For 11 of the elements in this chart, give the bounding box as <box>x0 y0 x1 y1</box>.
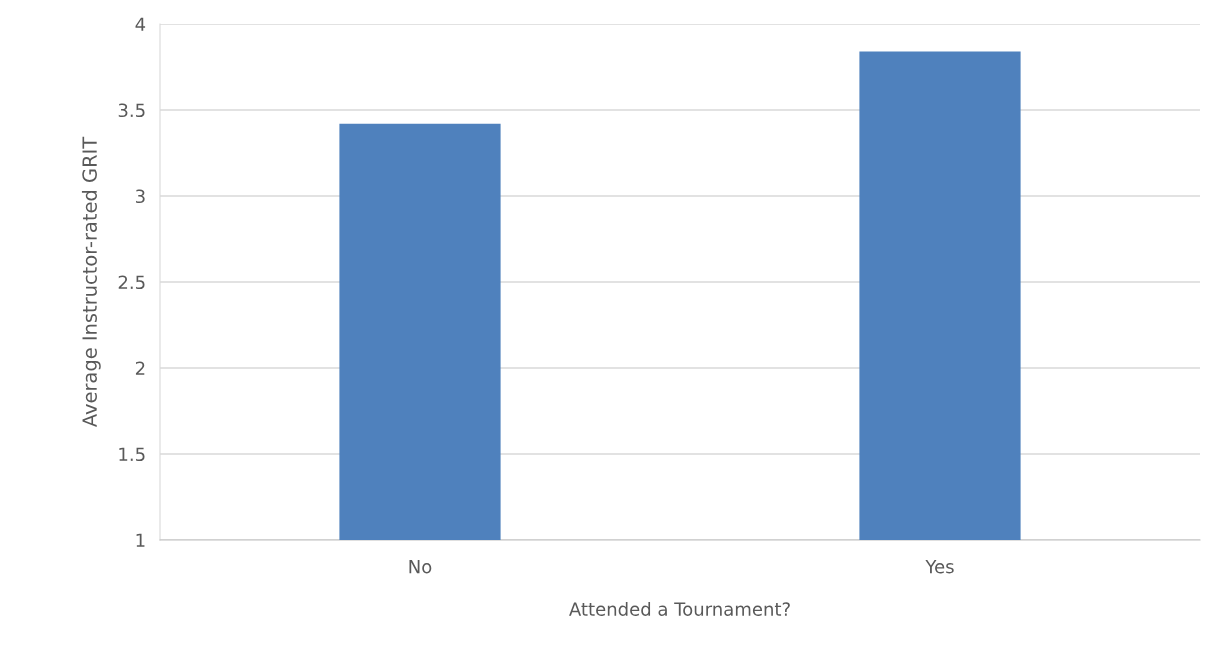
y-axis-title: Average Instructor-rated GRIT <box>81 136 101 428</box>
x-tick-label: Yes <box>925 560 954 574</box>
y-tick-label: 4 <box>135 17 146 31</box>
y-tick-label: 1 <box>136 533 145 547</box>
x-axis-title: Attended a Tournament? <box>569 601 790 616</box>
y-tick-label: 3.5 <box>118 103 145 118</box>
y-tick-label: 1.5 <box>119 447 145 462</box>
y-tick-label: 2 <box>135 361 145 375</box>
y-tick-label: 3 <box>136 189 145 204</box>
y-tick-label: 2.5 <box>118 275 145 290</box>
x-tick-label: No <box>409 560 432 574</box>
